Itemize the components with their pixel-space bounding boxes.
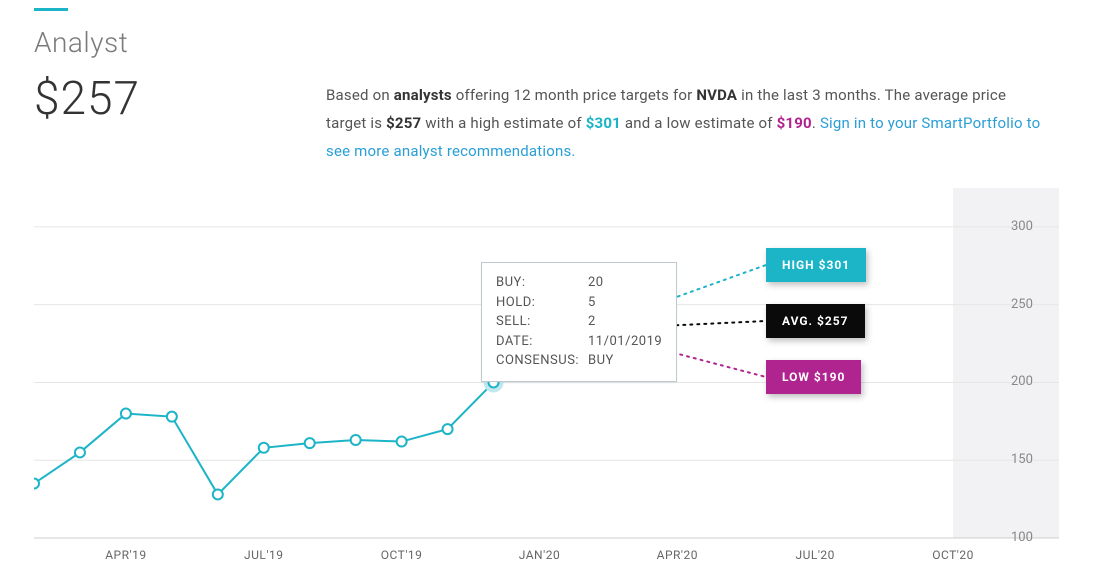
target-low-label: LOW $190	[782, 370, 845, 384]
desc-pre: Based on	[326, 86, 394, 104]
tooltip-row: CONSENSUS:BUY	[496, 351, 662, 371]
chart-tooltip: BUY:20HOLD:5SELL:2DATE:11/01/2019CONSENS…	[481, 262, 677, 382]
x-axis-label: APR'19	[105, 548, 146, 562]
tooltip-row: SELL:2	[496, 312, 662, 332]
tooltip-key: SELL:	[496, 312, 588, 332]
tooltip-value: 11/01/2019	[588, 332, 662, 352]
tooltip-key: BUY:	[496, 273, 588, 293]
desc-ticker: NVDA	[696, 86, 737, 104]
tooltip-key: CONSENSUS:	[496, 351, 588, 371]
desc-mid4: and a low estimate of	[621, 114, 777, 132]
x-axis-label: JUL'20	[795, 548, 834, 562]
tooltip-row: DATE:11/01/2019	[496, 332, 662, 352]
desc-mid1: offering 12 month price targets for	[452, 86, 697, 104]
desc-avg: $257	[386, 114, 421, 132]
desc-low: $190	[777, 114, 812, 132]
desc-mid3: with a high estimate of	[421, 114, 585, 132]
y-axis-label: 150	[1011, 452, 1033, 467]
x-axis-label: APR'20	[657, 548, 698, 562]
x-axis-label: OCT'19	[381, 548, 423, 562]
description-text: Based on analysts offering 12 month pric…	[326, 82, 1046, 165]
price-chart[interactable]: HIGH $301 AVG. $257 LOW $190 BUY:20HOLD:…	[34, 188, 1059, 568]
tooltip-row: BUY:20	[496, 273, 662, 293]
headline-price: $257	[34, 72, 140, 126]
y-axis-label: 300	[1011, 219, 1033, 234]
target-avg-box: AVG. $257	[766, 304, 865, 338]
desc-high: $301	[586, 114, 621, 132]
desc-mid5: .	[812, 114, 820, 132]
y-axis-label: 250	[1011, 297, 1033, 312]
accent-bar	[34, 8, 68, 11]
tooltip-value: 2	[588, 312, 596, 332]
tooltip-value: 5	[588, 293, 596, 313]
tooltip-key: HOLD:	[496, 293, 588, 313]
tooltip-row: HOLD:5	[496, 293, 662, 313]
x-axis-label: JAN'20	[519, 548, 560, 562]
target-high-label: HIGH $301	[782, 258, 850, 272]
desc-analysts: analysts	[394, 86, 452, 104]
target-low-box: LOW $190	[766, 360, 861, 394]
target-avg-label: AVG. $257	[782, 314, 849, 328]
y-axis-label: 200	[1011, 374, 1033, 389]
y-axis-label: 100	[1011, 530, 1033, 545]
tooltip-value: BUY	[588, 351, 614, 371]
section-title: Analyst	[34, 26, 128, 59]
tooltip-value: 20	[588, 273, 604, 293]
target-high-box: HIGH $301	[766, 248, 866, 282]
x-axis-label: JUL'19	[244, 548, 283, 562]
x-axis-label: OCT'20	[932, 548, 974, 562]
tooltip-key: DATE:	[496, 332, 588, 352]
